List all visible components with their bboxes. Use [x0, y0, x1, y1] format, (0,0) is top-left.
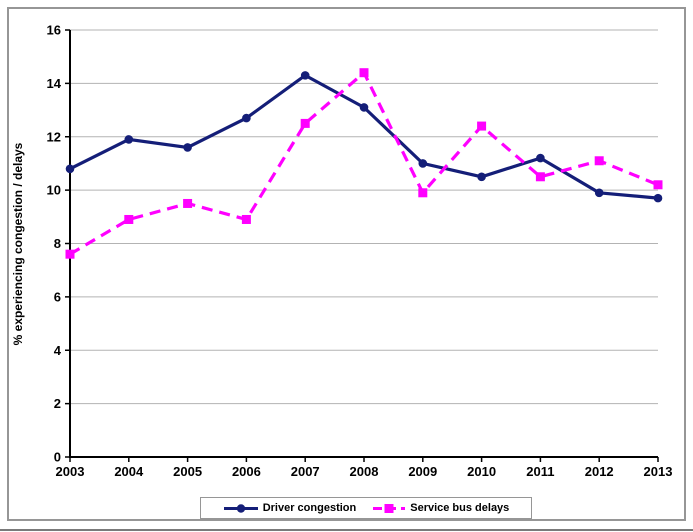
legend-item-service-bus-delays: Service bus delays	[372, 502, 509, 514]
legend-label-service-bus-delays: Service bus delays	[410, 502, 510, 514]
driver-congestion-line-marker-icon	[223, 503, 258, 513]
y-tick-label: 0	[54, 450, 61, 465]
data-point-service-bus-delays-2011	[535, 172, 545, 182]
data-point-driver-congestion-2008	[359, 103, 369, 112]
x-tick-label: 2013	[644, 464, 673, 479]
x-tick-label: 2010	[467, 464, 496, 479]
circle-marker-icon	[236, 503, 245, 513]
data-point-driver-congestion-2012	[594, 188, 604, 198]
x-tick-label: 2006	[232, 464, 261, 479]
data-point-driver-congestion-2013	[653, 193, 663, 203]
data-point-driver-congestion-2007	[300, 71, 310, 80]
x-tick-label: 2003	[56, 464, 85, 479]
service-bus-delays-line-marker-icon	[373, 503, 406, 513]
series-line-service-bus-delays	[69, 70, 659, 256]
data-point-service-bus-delays-2006	[241, 214, 251, 224]
legend-item-driver-congestion: Driver congestion	[223, 502, 357, 514]
y-tick-label: 10	[47, 183, 61, 198]
data-point-service-bus-delays-2008	[359, 68, 369, 78]
data-point-driver-congestion-2006	[242, 113, 251, 123]
data-point-driver-congestion-2004	[124, 135, 134, 144]
x-tick-label: 2012	[585, 464, 614, 479]
data-point-driver-congestion-2011	[536, 153, 545, 163]
y-tick-label: 2	[54, 396, 61, 411]
y-tick-label: 16	[47, 23, 61, 38]
x-tick-label: 2008	[350, 464, 379, 479]
data-point-service-bus-delays-2003	[65, 249, 75, 259]
y-tick-label: 6	[54, 289, 61, 304]
data-point-service-bus-delays-2007	[300, 118, 310, 128]
data-point-service-bus-delays-2010	[477, 121, 487, 131]
data-point-driver-congestion-2003	[65, 164, 75, 174]
x-tick-label: 2005	[173, 464, 202, 479]
page-divider-rule	[0, 529, 693, 531]
y-tick-label: 12	[47, 129, 61, 144]
chart-frame	[7, 7, 686, 521]
x-tick-label: 2004	[114, 464, 144, 479]
x-tick-label: 2009	[408, 464, 437, 479]
x-tick-label: 2011	[526, 464, 554, 479]
legend-label-driver-congestion: Driver congestion	[262, 502, 357, 514]
y-tick-label: 14	[47, 76, 62, 91]
y-tick-label: 8	[54, 236, 61, 251]
data-point-driver-congestion-2005	[183, 143, 192, 152]
y-tick-label: 4	[54, 343, 62, 358]
data-point-driver-congestion-2009	[418, 159, 428, 168]
square-marker-icon	[384, 503, 394, 513]
x-tick-label: 2007	[291, 464, 320, 479]
data-point-service-bus-delays-2005	[183, 198, 193, 208]
data-point-driver-congestion-2010	[477, 172, 486, 182]
data-point-service-bus-delays-2012	[594, 156, 604, 166]
data-point-service-bus-delays-2004	[124, 214, 134, 224]
legend: Driver congestion Service bus delays	[200, 497, 532, 519]
data-point-service-bus-delays-2009	[418, 188, 428, 198]
data-point-service-bus-delays-2013	[653, 180, 663, 190]
